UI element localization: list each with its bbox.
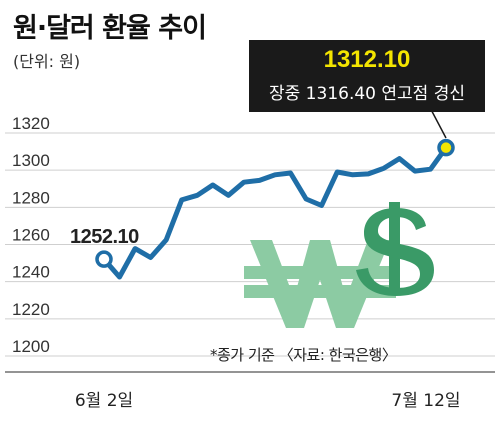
y-tick-label: 1220	[12, 300, 50, 319]
unit-label: (단위: 원)	[13, 52, 81, 71]
y-tick-label: 1200	[12, 337, 50, 356]
y-axis-ticks: 1200 1220 1240 1260 1280 1300 1320	[12, 114, 50, 356]
y-tick-label: 1260	[12, 226, 50, 245]
end-point-marker	[437, 138, 455, 157]
callout-box: 1312.10 장중 1316.40 연고점 경신	[249, 40, 485, 112]
callout-note: 장중 1316.40 연고점 경신	[269, 84, 465, 104]
y-tick-label: 1320	[12, 114, 50, 133]
y-tick-label: 1300	[12, 151, 50, 170]
grid-lines	[5, 132, 495, 357]
start-point-marker	[95, 250, 113, 268]
series-line	[101, 145, 449, 280]
won-sign-icon	[244, 240, 396, 328]
x-tick-label-start: 6월 2일	[75, 391, 133, 411]
dollar-sign-icon	[356, 202, 434, 296]
callout-value: 1312.10	[323, 46, 411, 73]
y-tick-label: 1280	[12, 188, 50, 207]
x-axis-labels: 6월 2일 7월 12일	[75, 391, 461, 411]
x-tick-label-end: 7월 12일	[391, 391, 460, 411]
chart-title: 원·달러 환율 추이	[13, 13, 207, 44]
start-value-label: 1252.10	[70, 226, 139, 248]
source-note: *종가 기준 〈자료: 한국은행〉	[210, 346, 397, 364]
y-tick-label: 1240	[12, 263, 50, 282]
